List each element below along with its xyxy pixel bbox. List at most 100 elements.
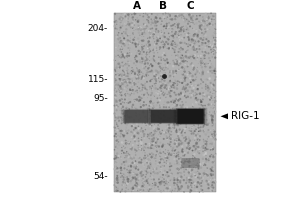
Point: [190, 21, 195, 24]
Point: [145, 171, 149, 174]
Point: [183, 131, 188, 134]
Point: [167, 123, 172, 126]
Point: [125, 175, 130, 179]
Point: [164, 40, 169, 44]
Point: [182, 67, 187, 71]
Point: [164, 66, 168, 69]
Point: [147, 123, 152, 126]
Point: [208, 142, 213, 145]
Point: [184, 12, 188, 15]
Point: [172, 91, 177, 94]
Point: [202, 172, 207, 175]
Point: [131, 80, 136, 83]
Point: [145, 53, 150, 56]
Point: [192, 184, 197, 187]
Point: [176, 185, 181, 188]
Point: [132, 156, 136, 160]
Point: [201, 146, 206, 149]
Point: [154, 16, 159, 20]
Point: [167, 119, 171, 123]
Point: [188, 85, 192, 89]
Point: [196, 130, 201, 133]
Point: [166, 130, 171, 133]
Point: [160, 180, 165, 183]
Point: [120, 118, 125, 121]
Point: [124, 85, 129, 89]
Point: [136, 170, 141, 173]
Point: [146, 189, 151, 193]
Point: [147, 167, 152, 170]
Point: [210, 107, 215, 110]
Point: [117, 89, 122, 92]
Point: [173, 82, 178, 85]
Point: [196, 132, 201, 135]
Point: [200, 69, 205, 73]
Point: [162, 54, 167, 57]
Point: [176, 143, 181, 146]
Point: [113, 185, 118, 188]
Point: [212, 101, 217, 104]
Point: [191, 33, 196, 36]
Point: [188, 32, 192, 35]
Point: [135, 19, 140, 23]
Point: [155, 38, 160, 41]
Point: [123, 15, 128, 18]
Point: [124, 150, 129, 153]
Point: [154, 145, 159, 149]
Point: [176, 169, 181, 172]
Point: [198, 82, 203, 85]
Point: [129, 77, 134, 81]
Point: [175, 123, 180, 127]
Point: [167, 152, 172, 155]
Point: [154, 69, 158, 72]
Point: [118, 85, 123, 89]
Point: [153, 104, 158, 107]
Point: [171, 86, 176, 89]
Point: [200, 15, 205, 19]
Point: [151, 48, 156, 51]
Point: [120, 129, 125, 133]
Point: [200, 112, 205, 115]
Point: [112, 104, 117, 107]
Point: [164, 54, 169, 57]
Point: [186, 160, 191, 163]
Point: [141, 76, 146, 80]
Point: [112, 118, 117, 121]
Point: [169, 130, 174, 133]
Point: [138, 140, 142, 143]
Point: [119, 166, 124, 170]
Point: [176, 26, 180, 29]
Point: [202, 54, 207, 57]
Point: [149, 93, 154, 96]
Point: [200, 44, 205, 48]
Point: [177, 38, 182, 41]
Point: [150, 166, 154, 169]
Point: [178, 62, 183, 65]
Point: [192, 15, 197, 18]
Point: [173, 109, 178, 112]
Point: [144, 107, 149, 110]
Point: [179, 98, 184, 102]
Point: [153, 20, 158, 23]
Point: [122, 167, 127, 170]
Point: [178, 179, 183, 183]
Point: [142, 145, 147, 149]
Point: [175, 113, 180, 116]
Point: [183, 131, 188, 134]
Point: [148, 30, 153, 33]
Point: [136, 146, 141, 149]
Point: [115, 103, 120, 106]
Point: [136, 24, 141, 28]
Point: [149, 124, 154, 127]
Point: [180, 104, 185, 107]
Point: [129, 114, 134, 118]
Point: [155, 172, 160, 176]
Point: [211, 34, 215, 37]
Point: [122, 117, 127, 120]
Point: [175, 16, 180, 19]
Point: [167, 134, 172, 138]
Point: [140, 53, 144, 56]
Point: [180, 23, 185, 26]
Point: [189, 38, 194, 42]
Point: [188, 63, 193, 66]
